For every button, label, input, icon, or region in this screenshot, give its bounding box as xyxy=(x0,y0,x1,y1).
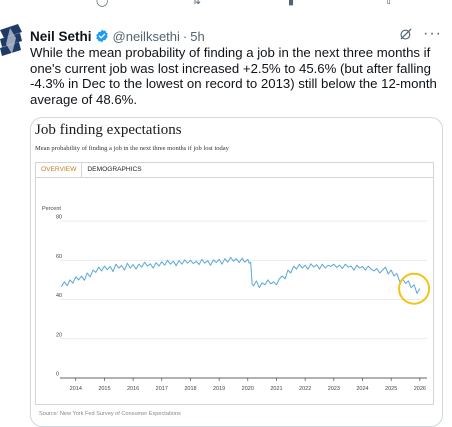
tab-overview[interactable]: OVERVIEW xyxy=(36,163,83,177)
y-tick-label: 40 xyxy=(56,293,62,299)
author-handle[interactable]: @neilksethi xyxy=(112,28,180,44)
chart-tabs: OVERVIEW DEMOGRAPHICS xyxy=(35,162,434,177)
share-icon[interactable]: ⇧ xyxy=(384,0,394,7)
retweet-icon[interactable]: ⇅ xyxy=(192,0,202,7)
avatar[interactable] xyxy=(0,24,24,60)
x-tick-label: 2016 xyxy=(127,386,139,392)
x-tick-label: 2024 xyxy=(356,386,368,392)
series-line xyxy=(60,256,421,294)
x-tick-label: 2020 xyxy=(242,386,254,392)
grok-icon[interactable] xyxy=(399,27,413,41)
verified-badge-icon xyxy=(95,29,109,43)
chart-media-card[interactable]: Job finding expectations Mean probabilit… xyxy=(30,117,443,427)
x-tick-label: 2026 xyxy=(414,386,426,392)
x-tick-label: 2018 xyxy=(184,386,196,392)
previous-tweet-actions: ◯ ⇅ ▮ ⇧ xyxy=(96,0,432,7)
x-tick-label: 2015 xyxy=(98,386,110,392)
reply-icon[interactable]: ◯ xyxy=(96,0,109,7)
tweet-age[interactable]: 5h xyxy=(190,28,205,44)
separator-dot: · xyxy=(182,28,188,44)
chart-title: Job finding expectations xyxy=(35,122,182,138)
tweet-text: While the mean probability of finding a … xyxy=(30,45,437,107)
plot-frame: Percent 0 20 40 60 80 2014 2015 2016 2017 2018 201… xyxy=(35,177,434,405)
x-tick-label: 2021 xyxy=(270,386,282,392)
y-tick-label: 20 xyxy=(56,332,62,338)
y-tick-label: 60 xyxy=(56,254,62,260)
x-tick-label: 2022 xyxy=(299,386,311,392)
highlight-circle xyxy=(398,272,431,305)
x-tick-label: 2023 xyxy=(328,386,340,392)
chart-subtitle: Mean probability of finding a job in the… xyxy=(35,145,229,152)
x-tick-label: 2014 xyxy=(70,386,82,392)
y-axis-label: Percent xyxy=(42,206,61,212)
y-tick-label: 80 xyxy=(56,215,62,221)
more-icon[interactable]: ··· xyxy=(423,25,442,42)
x-tick-label: 2025 xyxy=(385,386,397,392)
author-name[interactable]: Neil Sethi xyxy=(30,28,92,44)
line-chart: Percent 0 20 40 60 80 2014 2015 2016 2017 2018 201… xyxy=(42,206,431,392)
y-tick-label: 0 xyxy=(56,372,59,378)
x-tick-label: 2019 xyxy=(213,386,225,392)
tab-demographics[interactable]: DEMOGRAPHICS xyxy=(87,166,142,173)
tweet-header: Neil Sethi @neilksethi · 5h ··· xyxy=(30,25,452,45)
chart-source: Source: New York Fed Survey of Consumer … xyxy=(39,411,181,417)
x-tick-label: 2017 xyxy=(156,386,168,392)
views-icon[interactable]: ▮ xyxy=(288,0,295,7)
